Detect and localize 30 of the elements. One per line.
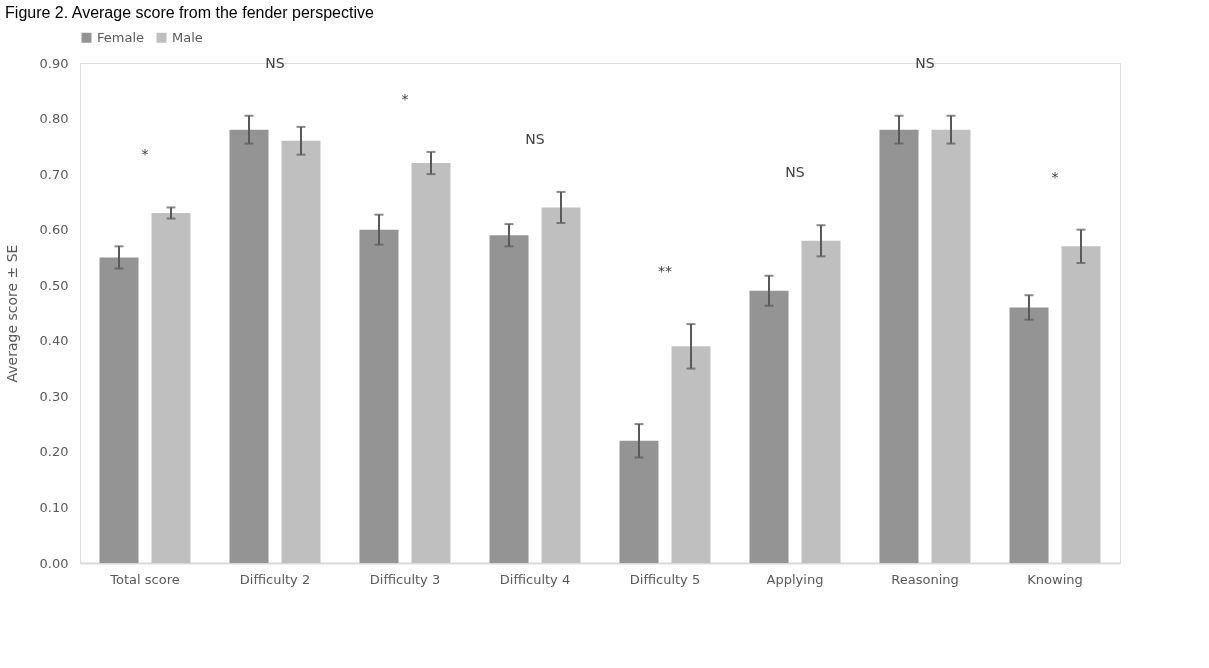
y-tick-label: 0.10 (39, 499, 69, 515)
y-tick-label: 0.70 (39, 166, 69, 182)
annotation: NS (525, 130, 545, 147)
legend-label: Male (172, 29, 203, 45)
y-tick-label: 0.90 (39, 55, 69, 71)
x-tick-label: Total score (109, 571, 180, 587)
x-tick-label: Difficulty 4 (499, 571, 571, 587)
x-tick-label: Applying (766, 571, 824, 587)
y-tick-label: 0.30 (39, 388, 69, 404)
x-tick-label: Difficulty 3 (369, 571, 441, 587)
y-tick-label: 0.20 (39, 444, 69, 460)
y-tick-label: 0.80 (39, 111, 69, 127)
x-tick-label: Difficulty 5 (629, 571, 701, 587)
x-tick-label: Knowing (1027, 571, 1083, 587)
y-tick-label: 0.00 (39, 555, 69, 571)
annotation: * (1051, 168, 1059, 185)
y-tick-label: 0.40 (39, 333, 69, 349)
annotation: * (401, 90, 409, 107)
y-axis-title: Average score ± SE (3, 244, 20, 383)
annotation: ** (658, 263, 672, 280)
y-tick-label: 0.50 (39, 277, 69, 293)
annotation: * (141, 146, 149, 163)
x-tick-label: Reasoning (891, 571, 959, 587)
x-tick-label: Difficulty 2 (239, 571, 311, 587)
chart-title: Figure 2. Average score from the fender perspective (5, 4, 374, 21)
legend-label: Female (97, 29, 145, 45)
annotation: NS (265, 54, 285, 71)
annotation: NS (785, 164, 805, 181)
annotation: NS (915, 54, 935, 71)
y-tick-label: 0.60 (39, 222, 69, 238)
